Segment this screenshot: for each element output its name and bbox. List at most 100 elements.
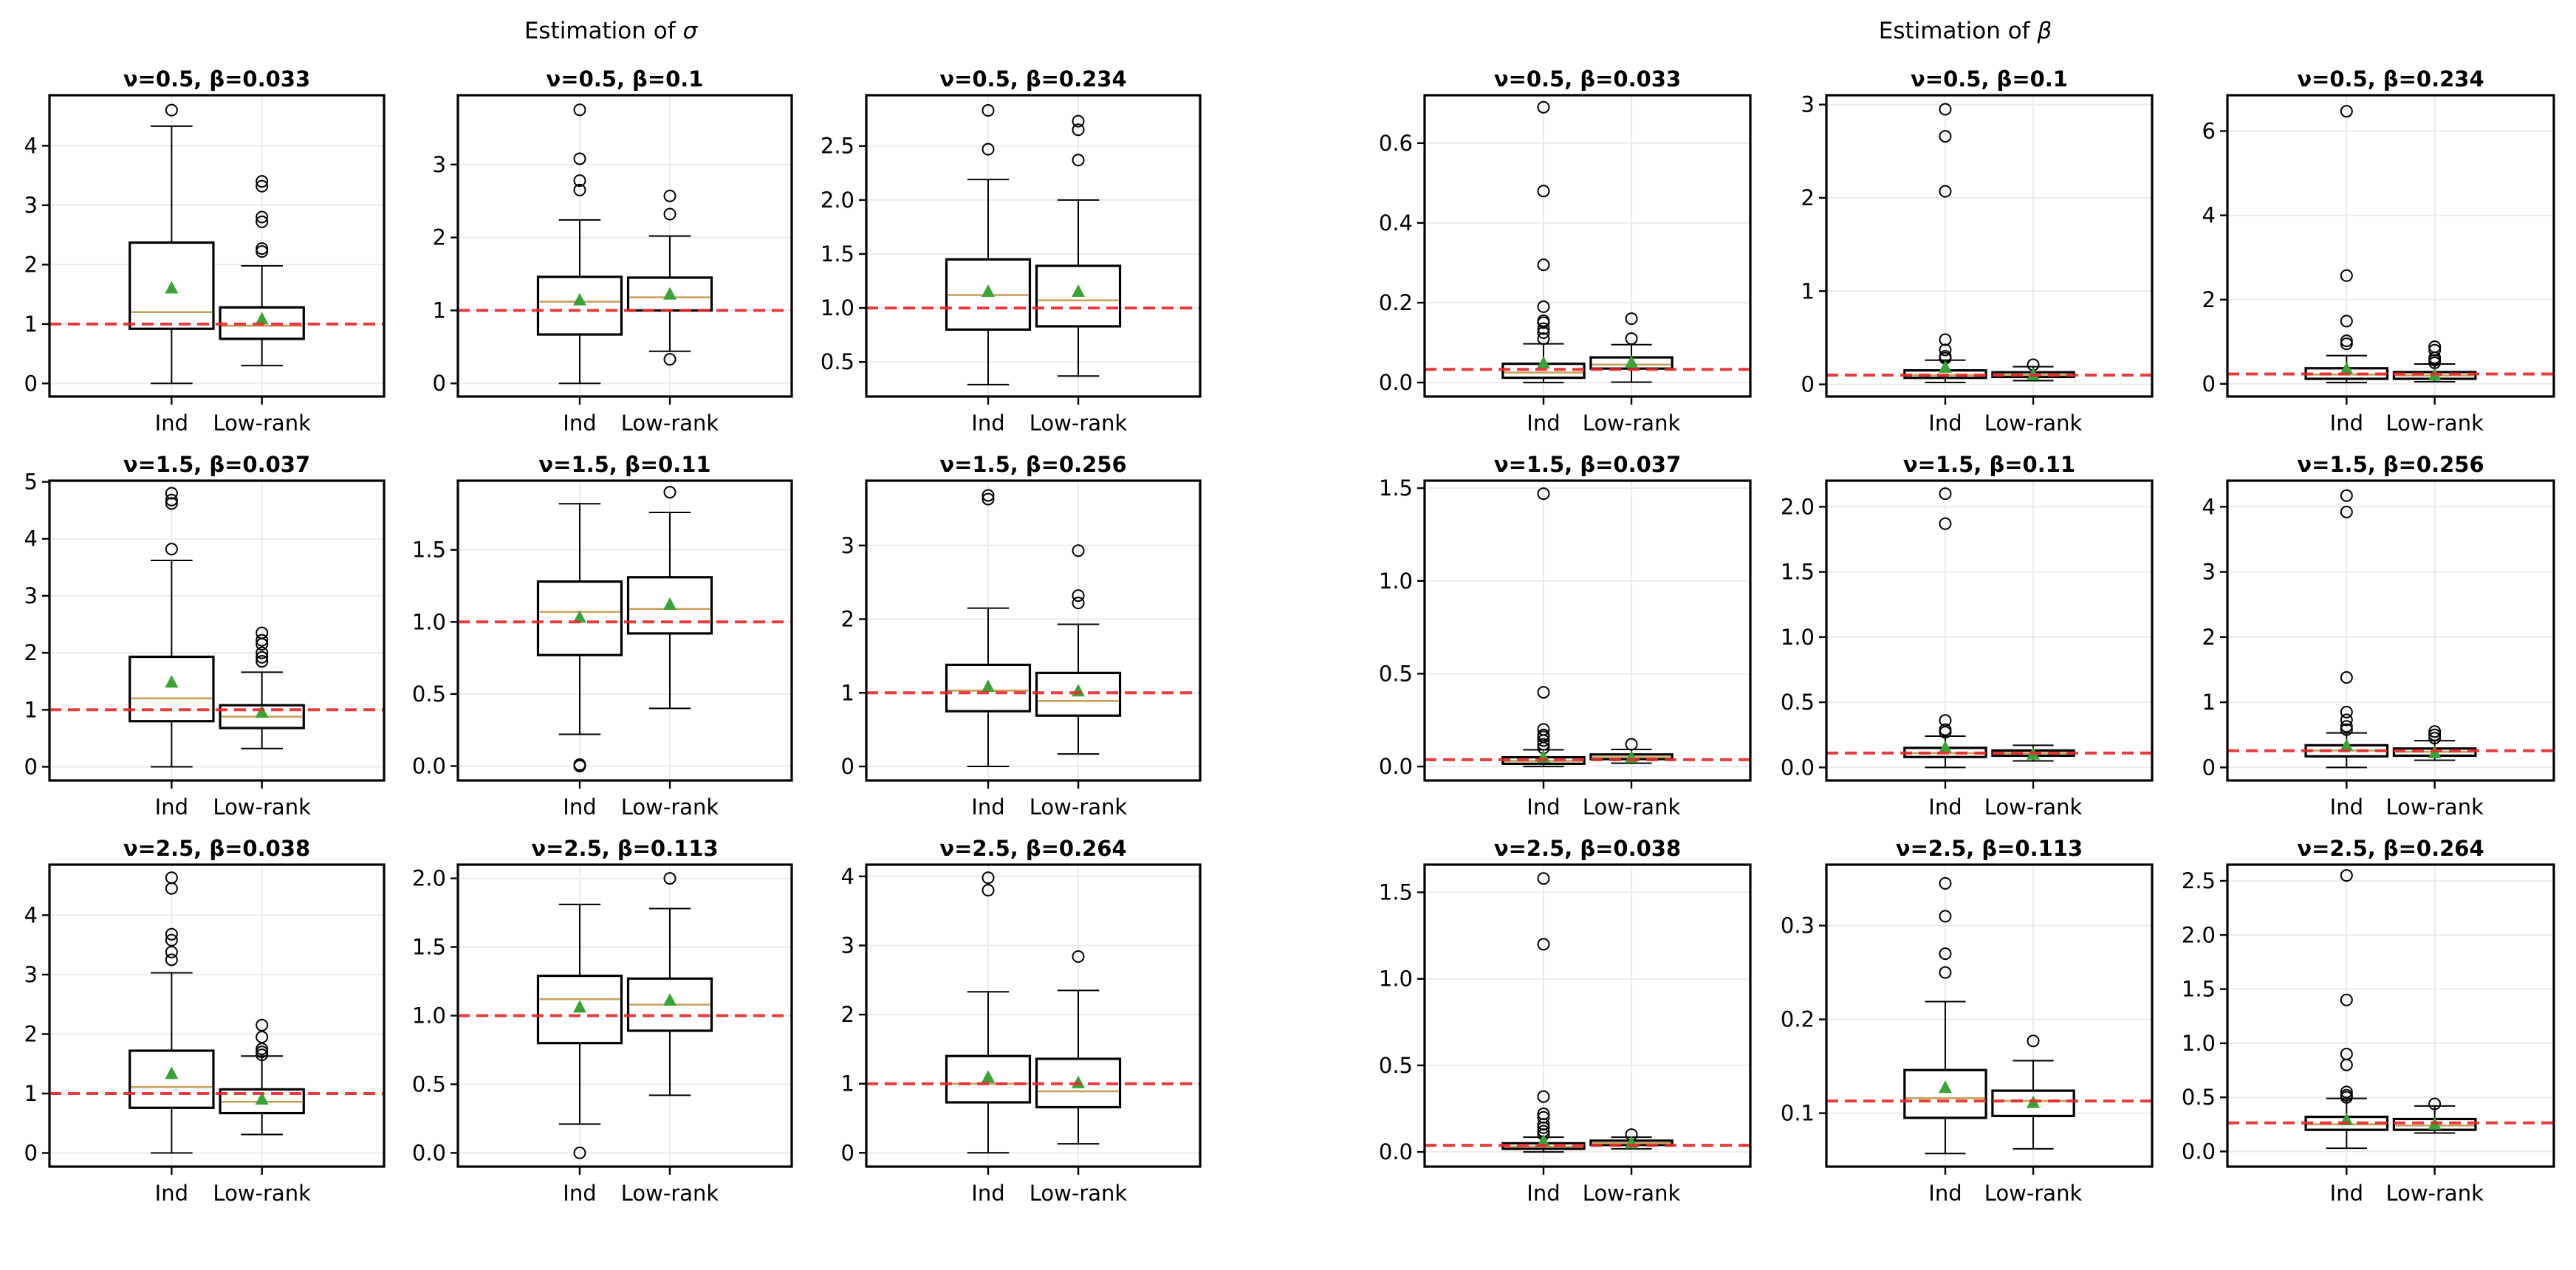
- x-tick-label: Low-rank: [1984, 411, 2083, 436]
- y-tick-label: 0.1: [1781, 1101, 1815, 1126]
- axes-frame: [456, 479, 793, 782]
- mean-marker: [1536, 1134, 1550, 1147]
- x-tick-label: Ind: [971, 794, 1004, 820]
- outlier-point: [982, 103, 995, 117]
- outlier-point: [256, 634, 269, 647]
- sigma-panel-3-3: ν=2.5, β=0.264 0 1 2 3 4 Ind Low-rank: [841, 836, 1202, 1206]
- outlier-point: [2428, 343, 2442, 357]
- y-tick-label: 0: [2202, 371, 2216, 397]
- outlier-point: [1939, 517, 1952, 530]
- y-tick-label: 1.0: [1379, 569, 1413, 594]
- y-tick-label: 1: [24, 1081, 38, 1106]
- mean-marker: [255, 1092, 269, 1105]
- y-tick-label: 1: [841, 680, 854, 705]
- outlier-point: [1072, 544, 1085, 557]
- outlier-point: [1939, 966, 1952, 979]
- y-tick-label: 1: [24, 697, 38, 722]
- y-tick-label: 3: [24, 583, 38, 608]
- y-tick-label: 3: [841, 933, 854, 958]
- y-tick-label: 0.0: [412, 1140, 446, 1165]
- x-tick-label: Low-rank: [213, 411, 311, 436]
- outlier-point: [256, 626, 269, 639]
- mean-marker: [2340, 738, 2354, 752]
- boxplot-ind: [945, 103, 1032, 385]
- outlier-point: [982, 492, 995, 506]
- mean-marker: [1072, 284, 1086, 298]
- y-tick-label: 0.2: [1379, 290, 1413, 315]
- outlier-point: [573, 183, 586, 196]
- outlier-point: [1537, 100, 1550, 114]
- outlier-point: [982, 871, 995, 885]
- outlier-point: [165, 945, 178, 958]
- outlier-point: [2340, 489, 2353, 502]
- outlier-point: [1625, 332, 1638, 346]
- outlier-point: [573, 174, 586, 188]
- axes-frame: [865, 863, 1202, 1168]
- outlier-point: [1537, 314, 1550, 327]
- boxplot-ind: [945, 871, 1032, 1154]
- axes-frame: [48, 479, 386, 782]
- subplot-title: ν=1.5, β=0.11: [538, 452, 710, 477]
- outlier-point: [165, 871, 178, 885]
- y-tick-label: 2: [1801, 185, 1815, 210]
- outlier-point: [2428, 725, 2442, 738]
- outlier-point: [2340, 713, 2353, 727]
- y-tick-label: 1.5: [1379, 476, 1413, 501]
- y-tick-label: 4: [24, 902, 38, 927]
- axes-frame: [2226, 479, 2555, 782]
- y-tick-label: 1: [841, 1071, 854, 1096]
- boxplot-ind: [129, 871, 215, 1154]
- x-tick-label: Low-rank: [621, 1181, 719, 1206]
- x-tick-label: Ind: [1928, 794, 1962, 820]
- sigma-panel-1-1: ν=0.5, β=0.033 0 1 2 3 4 Ind Low-rank: [24, 66, 386, 436]
- boxplot-ind: [536, 103, 623, 385]
- outlier-point: [1939, 333, 1952, 346]
- sigma-panel-1-2: ν=0.5, β=0.1 0 1 2 3 Ind Low-rank: [433, 66, 793, 436]
- outlier-point: [256, 1043, 269, 1056]
- y-tick-label: 4: [2202, 494, 2216, 519]
- outlier-point: [1072, 123, 1085, 137]
- y-tick-label: 3: [24, 962, 38, 987]
- outlier-point: [2340, 315, 2353, 328]
- outlier-point: [982, 884, 995, 897]
- outlier-point: [1537, 938, 1550, 951]
- y-tick-label: 1.0: [412, 1003, 446, 1029]
- outlier-point: [1537, 723, 1550, 736]
- sigma-panel-2-2: ν=1.5, β=0.11 0.0 0.5 1.0 1.5 Ind Low-rank: [412, 452, 793, 820]
- x-tick-label: Low-rank: [621, 411, 719, 436]
- x-tick-label: Low-rank: [2385, 1181, 2484, 1206]
- x-tick-label: Ind: [971, 1181, 1004, 1206]
- axes-frame: [1825, 479, 2154, 782]
- sigma-symbol: σ: [683, 18, 699, 44]
- outlier-point: [1537, 728, 1550, 741]
- y-tick-label: 3: [1801, 92, 1815, 117]
- y-tick-label: 1: [433, 298, 446, 323]
- outlier-point: [1537, 1108, 1550, 1121]
- outlier-point: [573, 758, 586, 772]
- outlier-point: [2428, 732, 2442, 745]
- outlier-point: [1537, 1090, 1550, 1103]
- x-tick-label: Low-rank: [1030, 1181, 1128, 1206]
- outlier-point: [2340, 993, 2353, 1006]
- outlier-point: [256, 651, 269, 664]
- y-tick-label: 3: [24, 193, 38, 218]
- outlier-point: [1537, 686, 1550, 699]
- mean-marker: [663, 597, 677, 610]
- mean-marker: [981, 1070, 995, 1083]
- y-tick-label: 4: [24, 133, 38, 158]
- boxplot-ind: [536, 503, 623, 772]
- mean-marker: [165, 281, 179, 294]
- axes-frame: [2226, 863, 2555, 1168]
- y-tick-label: 0.0: [1379, 754, 1413, 779]
- boxplot-low-rank: [626, 189, 713, 366]
- x-tick-label: Ind: [971, 411, 1004, 436]
- outlier-point: [2340, 505, 2353, 518]
- subplot-title: ν=2.5, β=0.038: [1494, 836, 1681, 861]
- axes-frame: [48, 863, 386, 1168]
- x-tick-label: Low-rank: [2385, 411, 2484, 436]
- y-tick-label: 2: [24, 1021, 38, 1046]
- y-tick-label: 1.0: [2182, 1031, 2216, 1056]
- y-tick-label: 2.5: [2182, 868, 2216, 893]
- y-tick-label: 0.4: [1379, 210, 1413, 236]
